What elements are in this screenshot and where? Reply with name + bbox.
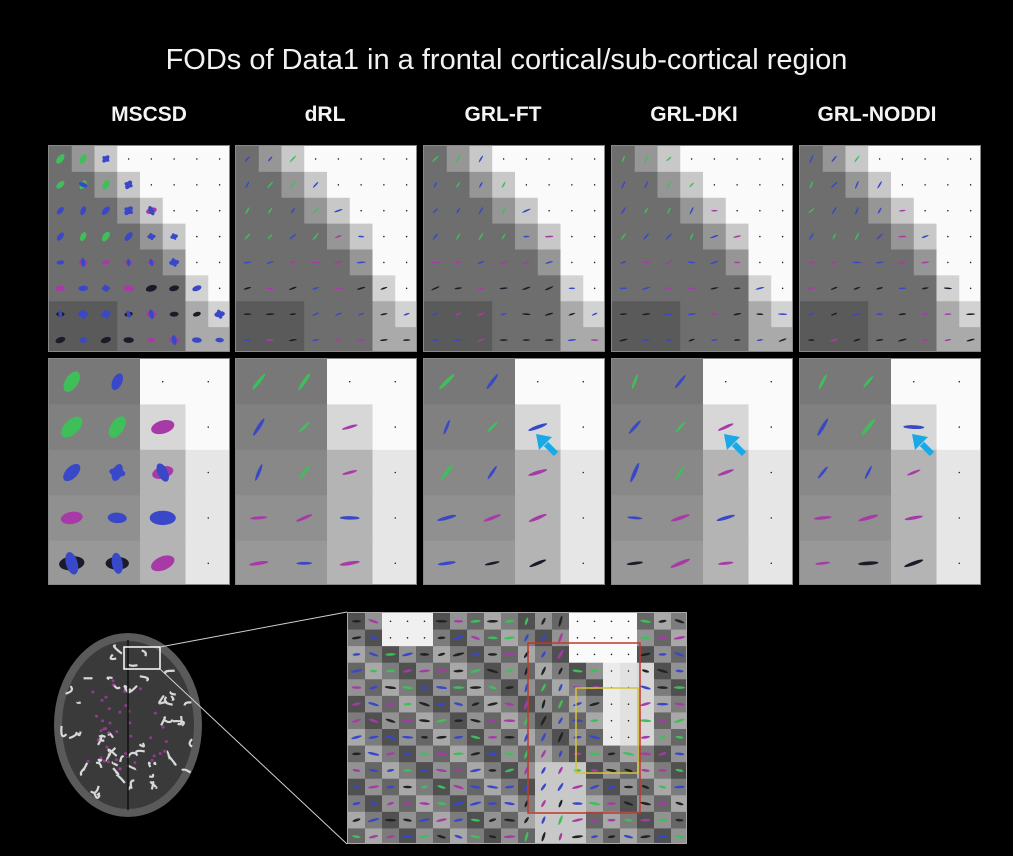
fod-grid-large-grl-dki <box>612 146 792 351</box>
method-label-grl-ft: GRL-FT <box>464 103 542 126</box>
fod-grid-zoom-mscsd <box>49 359 229 584</box>
fod-panel-large-grl-ft <box>423 145 605 352</box>
fod-grid-large-drl <box>236 146 416 351</box>
method-label-grl-noddi: GRL-NODDI <box>817 103 937 126</box>
fod-panel-zoom-grl-ft <box>423 358 605 585</box>
fod-panel-large-mscsd <box>48 145 230 352</box>
fod-panel-zoom-grl-dki <box>611 358 793 585</box>
method-label-mscsd: MSCSD <box>111 103 187 126</box>
zoomed-region-panel <box>347 612 687 844</box>
fod-panel-large-grl-noddi <box>799 145 981 352</box>
fod-grid-large-grl-noddi <box>800 146 980 351</box>
fod-panel-zoom-grl-noddi <box>799 358 981 585</box>
brain-slice-image <box>46 620 211 820</box>
fod-panel-large-drl <box>235 145 417 352</box>
fod-grid-large-grl-ft <box>424 146 604 351</box>
fod-panel-large-grl-dki <box>611 145 793 352</box>
method-label-grl-dki: GRL-DKI <box>650 103 738 126</box>
fod-panel-zoom-mscsd <box>48 358 230 585</box>
fod-grid-zoom-grl-dki <box>612 359 792 584</box>
fod-grid-zoom-grl-ft <box>424 359 604 584</box>
fod-grid-zoom-drl <box>236 359 416 584</box>
figure-title: FODs of Data1 in a frontal cortical/sub-… <box>165 44 848 76</box>
fod-grid-large-mscsd <box>49 146 229 351</box>
method-label-drl: dRL <box>304 103 346 126</box>
zoomed-fod-grid <box>348 613 686 843</box>
fod-panel-zoom-drl <box>235 358 417 585</box>
fod-grid-zoom-grl-noddi <box>800 359 980 584</box>
